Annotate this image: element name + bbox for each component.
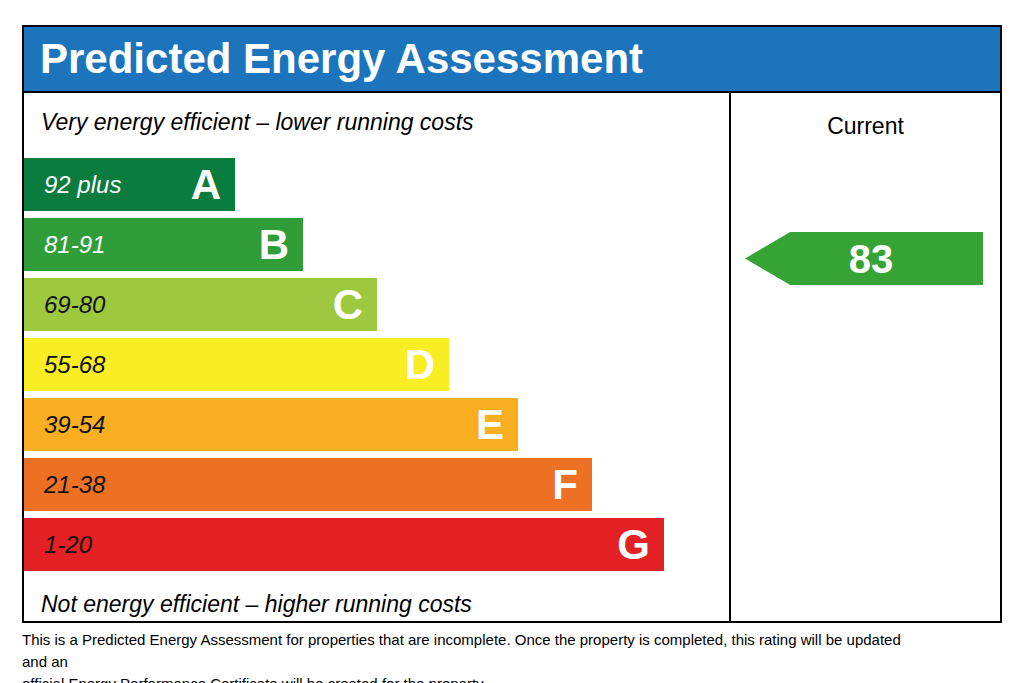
band-row-d: 55-68 D (24, 338, 449, 391)
band-range-label: 55-68 (44, 353, 105, 377)
band-letter: G (617, 524, 650, 566)
band-range-label: 81-91 (44, 233, 105, 257)
band-letter: A (191, 164, 221, 206)
band-row-f: 21-38 F (24, 458, 592, 511)
current-rating-value: 83 (835, 239, 894, 279)
bands-panel: Very energy efficient – lower running co… (24, 93, 731, 621)
footer-note: This is a Predicted Energy Assessment fo… (22, 629, 902, 683)
footer-note-line1: This is a Predicted Energy Assessment fo… (22, 629, 902, 673)
band-row-b: 81-91 B (24, 218, 303, 271)
band-letter: B (259, 224, 289, 266)
band-row-g: 1-20 G (24, 518, 664, 571)
band-range-label: 1-20 (44, 533, 92, 557)
band-range-label: 92 plus (44, 173, 121, 197)
caption-very-efficient: Very energy efficient – lower running co… (24, 93, 729, 136)
band-range-label: 69-80 (44, 293, 105, 317)
band-row-a: 92 plus A (24, 158, 235, 211)
band-letter: D (405, 344, 435, 386)
footer-note-line2: official Energy Performance Certificate … (22, 673, 902, 683)
band-letter: F (552, 464, 578, 506)
chart-header: Predicted Energy Assessment (24, 27, 1000, 93)
page-title: Predicted Energy Assessment (40, 38, 643, 80)
current-rating-arrow: 83 (745, 232, 983, 285)
page: Predicted Energy Assessment Very energy … (0, 0, 1024, 683)
band-range-label: 21-38 (44, 473, 105, 497)
band-range-label: 39-54 (44, 413, 105, 437)
epc-chart-box: Predicted Energy Assessment Very energy … (22, 25, 1002, 623)
band-letter: C (333, 284, 363, 326)
band-list: 92 plus A 81-91 B 69-80 C 55-68 D 39-54 E 21-38 F 1-… (24, 158, 729, 571)
current-column: Current 83 (731, 93, 1000, 621)
chart-content: Very energy efficient – lower running co… (24, 93, 1000, 621)
band-row-c: 69-80 C (24, 278, 377, 331)
caption-not-efficient: Not energy efficient – higher running co… (24, 578, 729, 618)
band-letter: E (476, 404, 504, 446)
band-row-e: 39-54 E (24, 398, 518, 451)
current-column-header: Current (731, 93, 1000, 140)
